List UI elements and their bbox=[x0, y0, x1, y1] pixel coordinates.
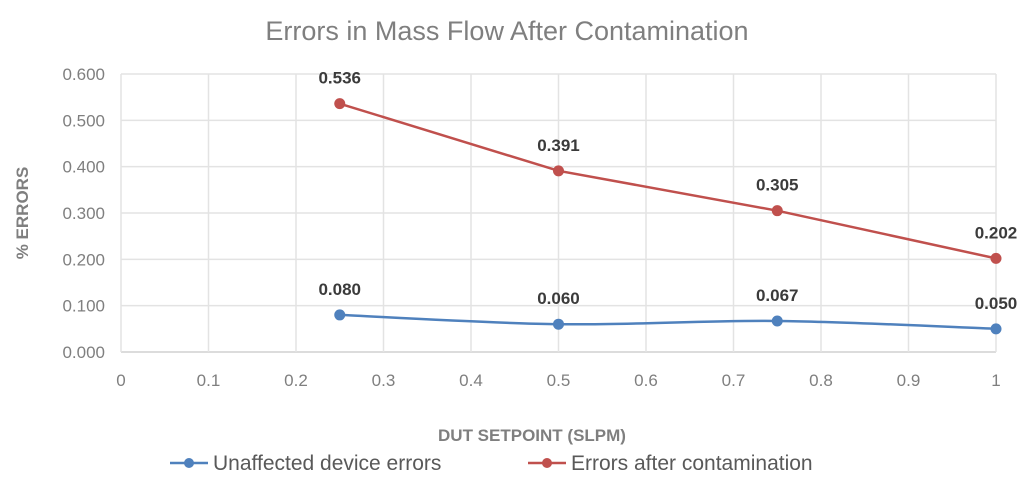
x-tick-label: 1 bbox=[991, 371, 1000, 390]
data-label: 0.080 bbox=[318, 280, 361, 299]
y-tick-label: 0.400 bbox=[62, 158, 105, 177]
data-point bbox=[990, 323, 1002, 335]
data-point bbox=[771, 315, 783, 327]
x-tick-label: 0.8 bbox=[809, 371, 833, 390]
y-tick-label: 0.000 bbox=[62, 343, 105, 362]
x-tick-label: 0 bbox=[116, 371, 125, 390]
data-label: 0.050 bbox=[975, 294, 1018, 313]
data-label: 0.305 bbox=[756, 176, 799, 195]
data-label: 0.391 bbox=[537, 136, 580, 155]
data-label: 0.536 bbox=[318, 69, 361, 88]
data-label: 0.202 bbox=[975, 223, 1018, 242]
legend-marker-icon bbox=[542, 458, 552, 468]
y-tick-label: 0.200 bbox=[62, 250, 105, 269]
series-line-1 bbox=[339, 102, 997, 260]
x-tick-label: 0.9 bbox=[897, 371, 921, 390]
x-tick-label: 0.6 bbox=[634, 371, 658, 390]
data-point bbox=[771, 205, 783, 217]
chart-title: Errors in Mass Flow After Contamination bbox=[265, 16, 748, 46]
legend-label: Unaffected device errors bbox=[213, 452, 441, 475]
data-point bbox=[553, 318, 564, 330]
data-point bbox=[334, 309, 346, 321]
y-axis-label: % ERRORS bbox=[13, 167, 32, 260]
data-point bbox=[990, 252, 1002, 264]
x-tick-label: 0.1 bbox=[197, 371, 221, 390]
y-tick-label: 0.300 bbox=[62, 204, 105, 223]
legend-marker-icon bbox=[184, 458, 194, 468]
data-point bbox=[553, 165, 564, 177]
x-tick-label: 0.4 bbox=[459, 371, 483, 390]
x-tick-label: 0.7 bbox=[722, 371, 746, 390]
y-tick-label: 0.500 bbox=[62, 111, 105, 130]
x-tick-label: 0.3 bbox=[372, 371, 396, 390]
y-tick-label: 0.600 bbox=[62, 65, 105, 84]
x-tick-label: 0.2 bbox=[284, 371, 308, 390]
x-axis-label: DUT SETPOINT (SLPM) bbox=[438, 426, 626, 445]
x-tick-label: 0.5 bbox=[547, 371, 571, 390]
y-tick-label: 0.100 bbox=[62, 297, 105, 316]
data-label: 0.067 bbox=[756, 286, 799, 305]
data-label: 0.060 bbox=[537, 289, 580, 308]
series-line-0 bbox=[339, 313, 997, 331]
data-point bbox=[334, 98, 346, 110]
legend-label: Errors after contamination bbox=[571, 452, 813, 475]
